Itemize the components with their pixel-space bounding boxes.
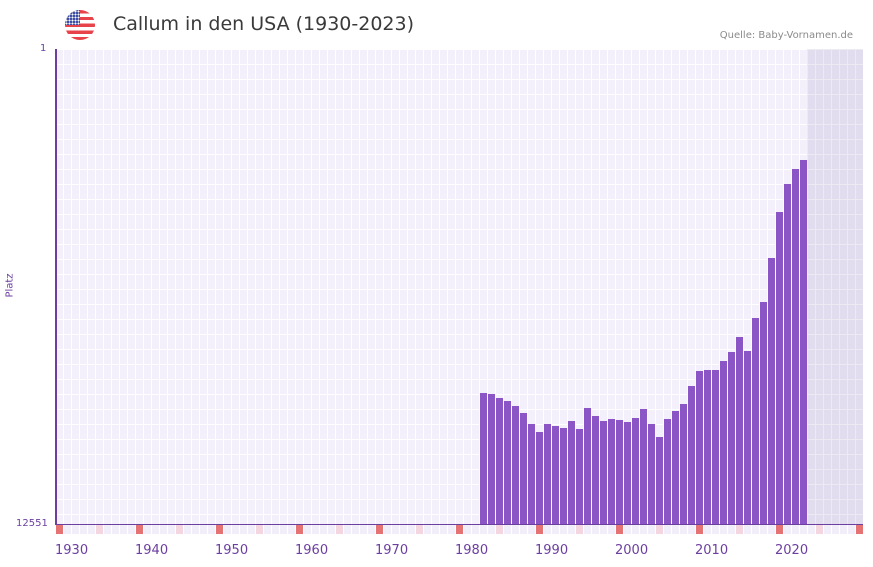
decade-marker xyxy=(616,525,623,534)
bar-2020[interactable] xyxy=(776,212,783,524)
bar-1986[interactable] xyxy=(504,401,511,524)
bar-2005[interactable] xyxy=(656,437,663,524)
bar-1983[interactable] xyxy=(480,393,487,524)
half-decade-marker xyxy=(176,525,183,534)
bar-1998[interactable] xyxy=(600,421,607,524)
x-tick-2010: 2010 xyxy=(695,543,729,558)
bar-2022[interactable] xyxy=(792,168,799,524)
half-decade-marker xyxy=(96,525,103,534)
bar-2014[interactable] xyxy=(728,352,735,524)
decade-marker xyxy=(856,525,863,534)
half-decade-marker xyxy=(576,525,583,534)
half-decade-marker xyxy=(416,525,423,534)
x-tick-1930: 1930 xyxy=(55,543,89,558)
bar-2009[interactable] xyxy=(688,386,695,524)
x-tick-1940: 1940 xyxy=(135,543,169,558)
y-axis-title: Platz xyxy=(4,273,16,298)
decade-marker xyxy=(136,525,143,534)
decade-marker xyxy=(536,525,543,534)
half-decade-marker xyxy=(256,525,263,534)
bar-1999[interactable] xyxy=(608,419,615,524)
bar-1985[interactable] xyxy=(496,398,503,524)
bar-2004[interactable] xyxy=(648,424,655,524)
decade-marker xyxy=(456,525,463,534)
decade-marker xyxy=(696,525,703,534)
half-decade-marker xyxy=(656,525,663,534)
bar-2017[interactable] xyxy=(752,318,759,524)
bar-2000[interactable] xyxy=(616,420,623,524)
decade-marker xyxy=(776,525,783,534)
bar-1996[interactable] xyxy=(584,408,591,524)
y-tick-top: 1 xyxy=(40,43,47,54)
bar-2002[interactable] xyxy=(632,417,639,524)
half-decade-marker xyxy=(816,525,823,534)
bar-2001[interactable] xyxy=(624,422,631,524)
x-tick-1960: 1960 xyxy=(295,543,329,558)
bar-2023[interactable] xyxy=(800,159,807,524)
decade-marker xyxy=(296,525,303,534)
x-tick-2000: 2000 xyxy=(615,543,649,558)
bar-1992[interactable] xyxy=(552,426,559,524)
bar-1984[interactable] xyxy=(488,394,495,524)
future-shade xyxy=(807,49,863,524)
x-axis-line xyxy=(55,524,863,526)
bar-1988[interactable] xyxy=(520,413,527,524)
bar-2021[interactable] xyxy=(784,184,791,524)
bar-2008[interactable] xyxy=(680,403,687,524)
bar-1989[interactable] xyxy=(528,424,535,524)
bar-1994[interactable] xyxy=(568,421,575,524)
year-marker-row xyxy=(55,525,863,534)
bar-2013[interactable] xyxy=(720,361,727,524)
x-tick-1950: 1950 xyxy=(215,543,249,558)
y-axis-line xyxy=(55,49,57,525)
bar-1987[interactable] xyxy=(512,406,519,524)
plot-area xyxy=(55,49,863,524)
decade-marker xyxy=(376,525,383,534)
y-tick-bottom: 12551 xyxy=(16,518,48,529)
bar-2016[interactable] xyxy=(744,351,751,524)
x-tick-2020: 2020 xyxy=(775,543,809,558)
bar-1995[interactable] xyxy=(576,429,583,524)
half-decade-marker xyxy=(336,525,343,534)
usa-flag-icon xyxy=(65,10,95,40)
x-tick-1980: 1980 xyxy=(455,543,489,558)
bar-2010[interactable] xyxy=(696,371,703,524)
chart-title: Callum in den USA (1930-2023) xyxy=(113,13,414,35)
bar-2006[interactable] xyxy=(664,419,671,524)
bar-2019[interactable] xyxy=(768,258,775,524)
source-label: Quelle: Baby-Vornamen.de xyxy=(719,30,853,41)
decade-marker xyxy=(216,525,223,534)
bar-1991[interactable] xyxy=(544,424,551,524)
bar-2012[interactable] xyxy=(712,370,719,524)
bar-2011[interactable] xyxy=(704,370,711,524)
half-decade-marker xyxy=(496,525,503,534)
bar-2003[interactable] xyxy=(640,408,647,524)
bar-2018[interactable] xyxy=(760,302,767,524)
bar-2007[interactable] xyxy=(672,411,679,524)
bar-1993[interactable] xyxy=(560,428,567,524)
x-tick-1970: 1970 xyxy=(375,543,409,558)
decade-marker xyxy=(56,525,63,534)
x-tick-1990: 1990 xyxy=(535,543,569,558)
bar-2015[interactable] xyxy=(736,337,743,524)
bar-1997[interactable] xyxy=(592,416,599,524)
bar-1990[interactable] xyxy=(536,431,543,524)
half-decade-marker xyxy=(736,525,743,534)
